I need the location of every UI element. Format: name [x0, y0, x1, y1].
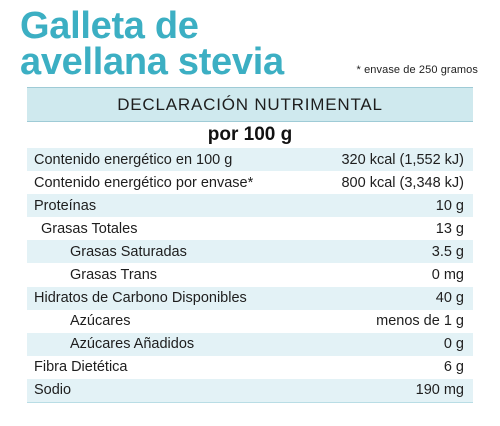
nutrient-value: 0 mg: [431, 267, 464, 284]
nutrient-value: 0 g: [443, 336, 464, 353]
nutrient-row: Azúcares Añadidos 0 g: [27, 332, 473, 356]
product-title-line-2: avellana stevia: [20, 41, 284, 83]
nutrient-row: Azúcares menos de 1 g: [27, 309, 473, 333]
nutrient-value: 10 g: [435, 197, 464, 214]
nutrient-row: Contenido energético por envase* 800 kcal…: [27, 171, 473, 195]
serving-basis: por 100 g: [27, 122, 473, 148]
nutrient-value: 320 kcal (1,552 kJ): [341, 151, 464, 168]
nutrient-row: Grasas Trans 0 mg: [27, 263, 473, 287]
nutrient-rows: Contenido energético en 100 g 320 kcal (1…: [27, 148, 473, 403]
nutrient-row: Contenido energético en 100 g 320 kcal (1…: [27, 148, 473, 172]
product-title: Galleta de avellana stevia: [20, 5, 284, 83]
nutrient-row: Sodio 190 mg: [27, 378, 473, 403]
nutrient-value: menos de 1 g: [376, 313, 464, 330]
nutrient-value: 13 g: [435, 220, 464, 237]
product-title-line-1: Galleta de: [20, 5, 199, 47]
nutrient-name: Contenido energético por envase*: [34, 174, 254, 191]
nutrient-name: Contenido energético en 100 g: [34, 151, 233, 168]
nutrient-name: Azúcares: [70, 313, 131, 330]
nutrient-name: Azúcares Añadidos: [70, 336, 195, 353]
nutrient-value: 800 kcal (3,348 kJ): [341, 174, 464, 191]
nutrient-name: Grasas Trans: [70, 267, 158, 284]
nutrient-name: Fibra Dietética: [34, 359, 128, 376]
nutrition-facts-table: DECLARACIÓN NUTRIMENTAL por 100 g Conten…: [27, 87, 473, 404]
nutrient-row: Proteínas 10 g: [27, 194, 473, 218]
nutrient-name: Grasas Totales: [41, 220, 138, 237]
nutrient-value: 40 g: [435, 290, 464, 307]
nutrient-value: 190 mg: [415, 382, 464, 399]
nutrient-row: Hidratos de Carbono Disponibles 40 g: [27, 286, 473, 310]
nutrient-value: 6 g: [443, 359, 464, 376]
nutrient-name: Proteínas: [34, 197, 97, 214]
nutrient-value: 3.5 g: [431, 243, 464, 260]
nutrition-header: DECLARACIÓN NUTRIMENTAL: [27, 87, 473, 122]
nutrient-name: Sodio: [34, 382, 72, 399]
nutrient-name: Grasas Saturadas: [70, 243, 187, 260]
nutrient-row: Grasas Totales 13 g: [27, 217, 473, 241]
package-size-note: * envase de 250 gramos: [356, 64, 478, 76]
nutrient-row: Fibra Dietética 6 g: [27, 355, 473, 379]
nutrient-row: Grasas Saturadas 3.5 g: [27, 240, 473, 264]
nutrient-name: Hidratos de Carbono Disponibles: [34, 290, 247, 307]
